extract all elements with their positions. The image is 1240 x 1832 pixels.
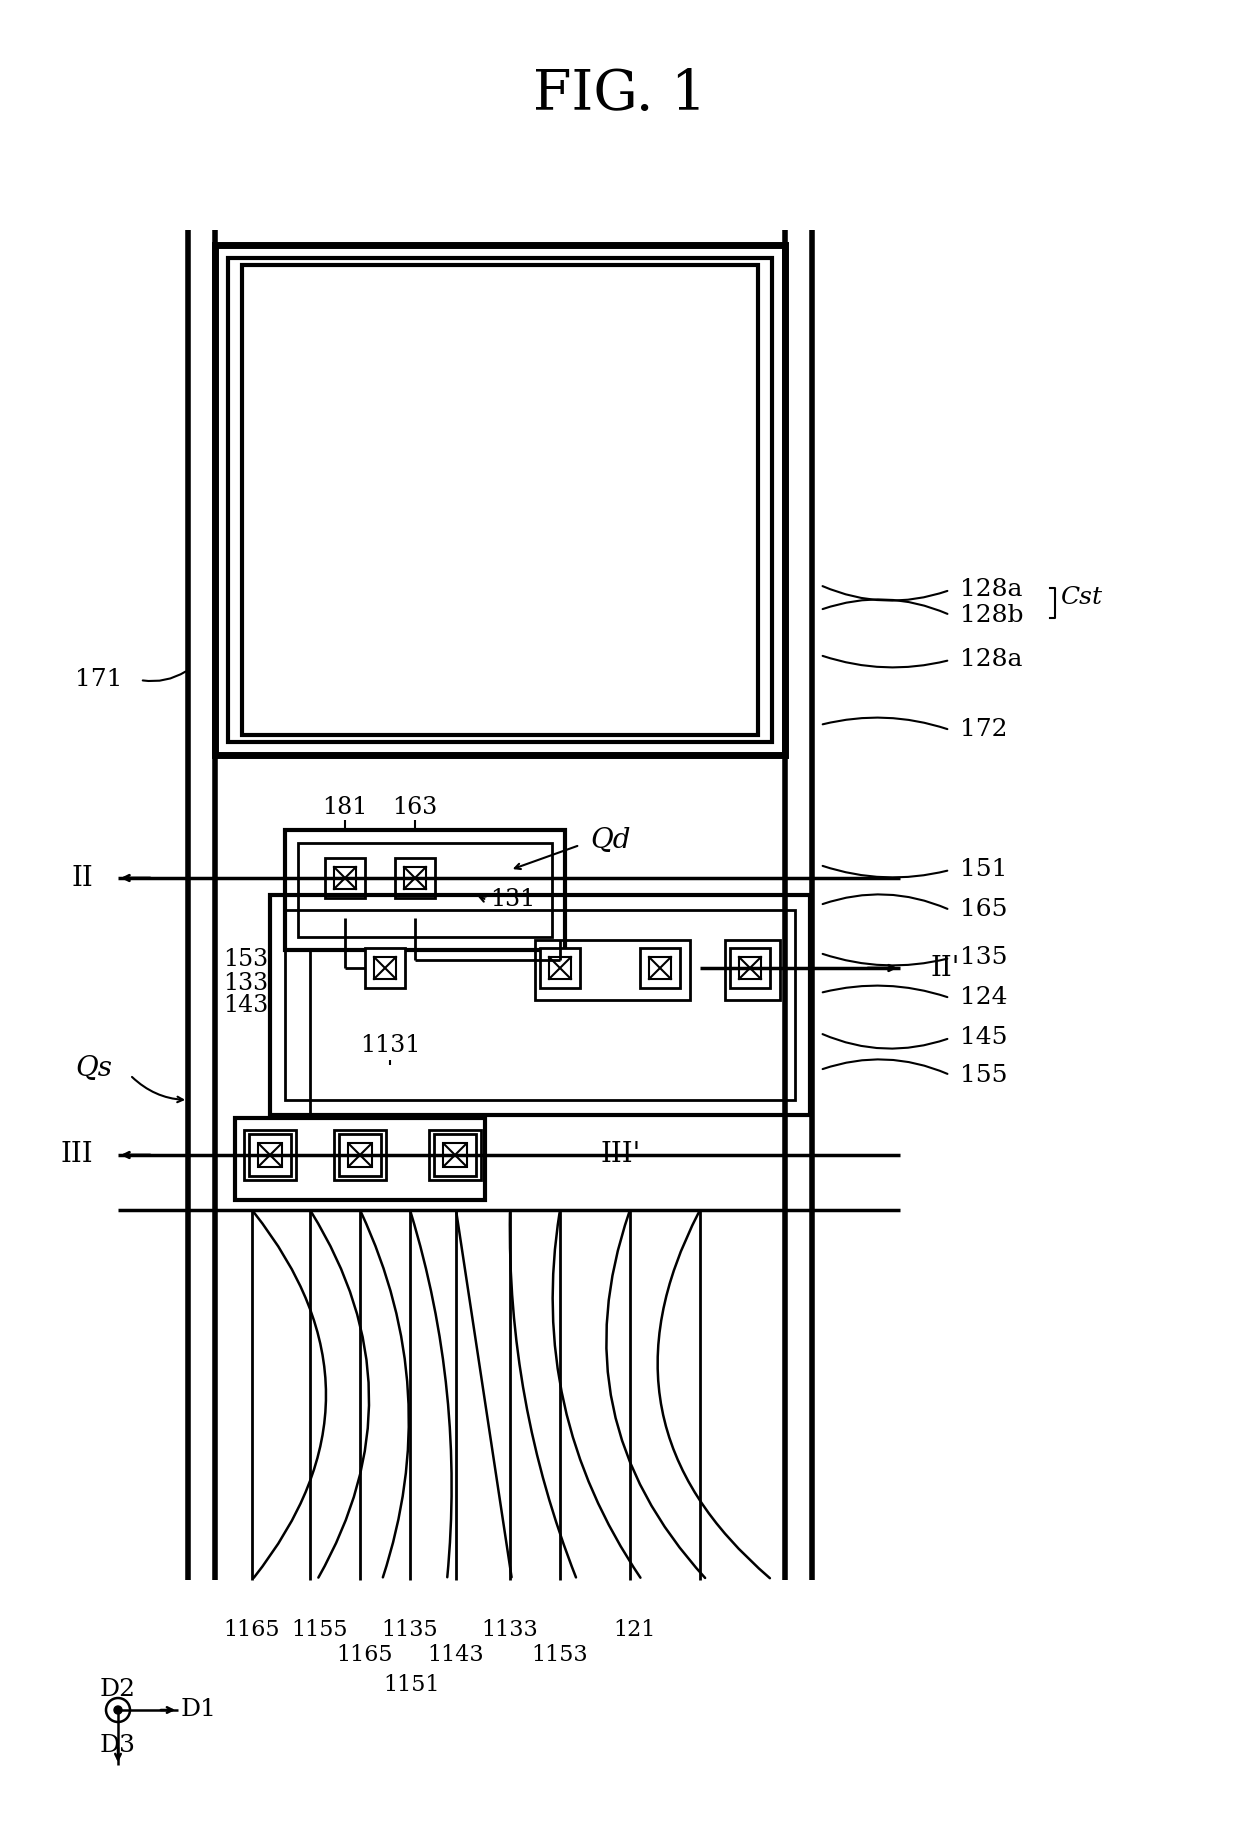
- Bar: [539, 947, 580, 987]
- Text: 124: 124: [960, 986, 1007, 1009]
- Bar: [348, 1143, 372, 1167]
- Bar: [325, 857, 365, 898]
- Text: Cst: Cst: [1060, 586, 1102, 610]
- Bar: [334, 867, 356, 889]
- Text: 1143: 1143: [428, 1643, 485, 1665]
- Text: 165: 165: [960, 898, 1007, 921]
- Text: D1: D1: [180, 1698, 216, 1722]
- Text: 1165: 1165: [337, 1643, 393, 1665]
- Bar: [236, 1118, 485, 1200]
- Bar: [396, 857, 435, 898]
- Bar: [365, 947, 405, 987]
- Text: 172: 172: [960, 718, 1007, 742]
- Text: 151: 151: [960, 859, 1007, 881]
- Text: 153: 153: [223, 949, 268, 971]
- Text: 1165: 1165: [223, 1619, 280, 1641]
- Bar: [739, 956, 761, 978]
- Text: 128b: 128b: [960, 603, 1023, 627]
- Text: 1153: 1153: [532, 1643, 588, 1665]
- Text: Qd: Qd: [590, 826, 630, 854]
- Bar: [429, 1130, 481, 1180]
- Bar: [444, 1143, 466, 1167]
- Text: 131: 131: [490, 889, 536, 912]
- Text: III: III: [61, 1141, 93, 1169]
- Bar: [434, 1134, 476, 1176]
- Text: 145: 145: [960, 1026, 1007, 1050]
- Text: 143: 143: [223, 995, 268, 1017]
- Bar: [334, 1130, 386, 1180]
- Text: II': II': [930, 954, 960, 982]
- Text: II: II: [71, 865, 93, 892]
- Text: 121: 121: [614, 1619, 656, 1641]
- Bar: [285, 830, 565, 951]
- Text: 128a: 128a: [960, 579, 1023, 601]
- Text: 1133: 1133: [481, 1619, 538, 1641]
- Bar: [258, 1143, 281, 1167]
- Text: III': III': [600, 1141, 640, 1169]
- Text: 1135: 1135: [382, 1619, 438, 1641]
- Bar: [404, 867, 427, 889]
- Bar: [649, 956, 671, 978]
- Bar: [339, 1134, 381, 1176]
- Text: D3: D3: [100, 1733, 136, 1757]
- Text: 128a: 128a: [960, 649, 1023, 672]
- Bar: [298, 843, 552, 936]
- Text: 1131: 1131: [360, 1033, 420, 1057]
- Text: 1151: 1151: [383, 1674, 440, 1696]
- Bar: [242, 266, 758, 735]
- Bar: [244, 1130, 296, 1180]
- Bar: [249, 1134, 291, 1176]
- Bar: [270, 896, 810, 1116]
- Text: 163: 163: [392, 797, 438, 819]
- Bar: [549, 956, 570, 978]
- Text: 135: 135: [960, 947, 1007, 969]
- Text: 155: 155: [960, 1064, 1007, 1086]
- Bar: [730, 947, 770, 987]
- Bar: [228, 258, 773, 742]
- Text: 1155: 1155: [291, 1619, 348, 1641]
- Text: 171: 171: [74, 669, 123, 691]
- Text: D2: D2: [100, 1678, 136, 1702]
- Bar: [725, 940, 780, 1000]
- Circle shape: [114, 1706, 122, 1715]
- Bar: [534, 940, 689, 1000]
- Bar: [374, 956, 396, 978]
- Bar: [215, 245, 785, 755]
- Bar: [640, 947, 680, 987]
- Text: FIG. 1: FIG. 1: [533, 68, 707, 123]
- Text: 181: 181: [322, 797, 368, 819]
- Text: Qs: Qs: [74, 1055, 112, 1081]
- Text: 133: 133: [223, 971, 268, 995]
- Bar: [285, 911, 795, 1099]
